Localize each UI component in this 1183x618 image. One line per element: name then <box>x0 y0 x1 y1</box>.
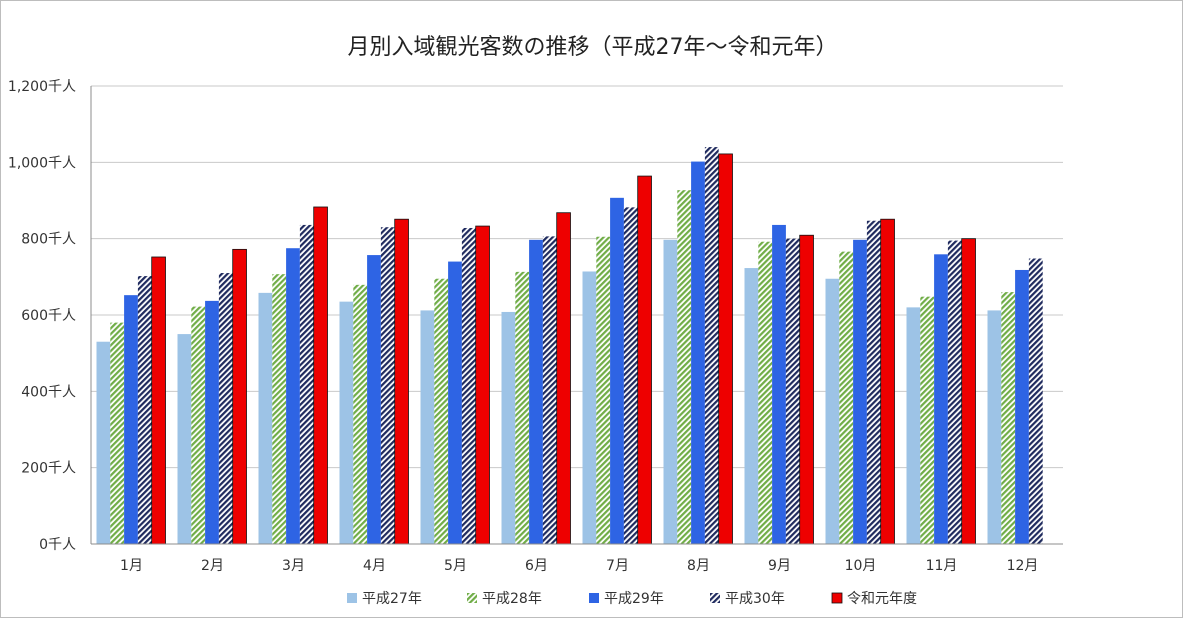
y-tick-label: 800千人 <box>21 232 76 248</box>
bar <box>434 278 449 544</box>
legend-label: 平成27年 <box>362 591 422 607</box>
bar <box>515 271 530 544</box>
bar <box>461 227 476 545</box>
bar <box>610 197 624 544</box>
legend-item: 令和元年度 <box>831 591 917 607</box>
bar <box>866 220 881 544</box>
y-tick-label: 0千人 <box>39 537 76 553</box>
bar <box>596 236 611 544</box>
y-tick-label: 1,000千人 <box>8 155 76 171</box>
legend-item: 平成28年 <box>467 591 542 607</box>
bar <box>205 300 219 544</box>
bar <box>529 239 543 545</box>
x-tick-label: 10月 <box>845 558 877 574</box>
bar <box>799 234 814 545</box>
bars <box>96 147 1043 545</box>
bar <box>691 161 705 544</box>
bar <box>258 292 273 544</box>
bar <box>880 218 895 545</box>
bar <box>475 225 490 545</box>
bar <box>339 301 354 544</box>
bar <box>920 296 935 544</box>
bar <box>637 175 652 545</box>
bar <box>1001 292 1016 544</box>
bar <box>394 218 409 545</box>
bar <box>772 224 786 544</box>
legend-label: 平成28年 <box>482 591 542 607</box>
bar <box>934 254 948 544</box>
legend-item: 平成30年 <box>710 591 785 607</box>
legend-swatch <box>467 593 477 603</box>
bar <box>853 239 867 545</box>
bar <box>582 271 597 544</box>
x-tick-label: 9月 <box>768 558 791 574</box>
legend-swatch <box>710 593 720 603</box>
bar <box>299 224 314 544</box>
bar <box>758 241 773 544</box>
bar <box>785 238 800 544</box>
bar <box>110 322 125 544</box>
x-tick-label: 7月 <box>606 558 629 574</box>
legend-swatch <box>347 593 357 603</box>
bar <box>218 273 233 544</box>
legend-label: 令和元年度 <box>847 591 917 607</box>
bar <box>96 341 111 544</box>
chart-title: 月別入域観光客数の推移（平成27年～令和元年） <box>347 35 838 60</box>
bar <box>987 310 1002 544</box>
y-tick-label: 400千人 <box>21 384 76 400</box>
bar <box>1028 258 1043 544</box>
x-tick-label: 5月 <box>444 558 467 574</box>
y-tick-label: 600千人 <box>21 308 76 324</box>
x-tick-label: 4月 <box>363 558 386 574</box>
bar <box>420 310 435 544</box>
bar <box>272 274 287 544</box>
x-tick-label: 3月 <box>282 558 305 574</box>
y-tick-label: 1,200千人 <box>8 79 76 95</box>
bar <box>353 284 368 544</box>
bar <box>380 227 395 544</box>
bar <box>124 295 138 544</box>
legend-label: 平成30年 <box>725 591 785 607</box>
bar <box>825 278 840 544</box>
y-tick-label: 200千人 <box>21 461 76 477</box>
bar <box>677 190 692 544</box>
x-tick-label: 1月 <box>120 558 143 574</box>
bar <box>839 251 854 545</box>
x-tick-label: 12月 <box>1007 558 1039 574</box>
x-tick-label: 2月 <box>201 558 224 574</box>
bar <box>704 147 719 545</box>
bar <box>947 240 962 544</box>
bar <box>718 153 733 545</box>
bar <box>448 261 462 544</box>
x-tick-label: 6月 <box>525 558 548 574</box>
bar <box>906 307 921 544</box>
bar <box>191 306 206 544</box>
x-tick-label: 11月 <box>926 558 958 574</box>
bar <box>961 238 976 545</box>
legend-item: 平成29年 <box>589 591 664 607</box>
x-tick-label: 8月 <box>687 558 710 574</box>
legend: 平成27年 平成28年 平成29年 平成30年 令和元年度 <box>347 591 917 607</box>
bar <box>623 207 638 544</box>
bar <box>232 248 247 545</box>
legend-item: 平成27年 <box>347 591 422 607</box>
bar <box>542 236 557 545</box>
axes: 0千人 200千人 400千人 600千人 800千人 1,000千人 1,200千人 1月 2… <box>8 79 1063 574</box>
bar <box>151 256 166 545</box>
bar <box>286 248 300 545</box>
legend-swatch <box>831 592 843 604</box>
bar <box>137 276 152 544</box>
bar <box>177 334 192 544</box>
bar <box>501 311 516 544</box>
bar <box>313 206 328 545</box>
legend-label: 平成29年 <box>604 591 664 607</box>
bar <box>367 255 381 544</box>
bar <box>556 212 571 545</box>
legend-swatch <box>589 593 599 603</box>
bar <box>1015 269 1029 544</box>
bar <box>663 239 678 545</box>
bar <box>744 268 759 544</box>
